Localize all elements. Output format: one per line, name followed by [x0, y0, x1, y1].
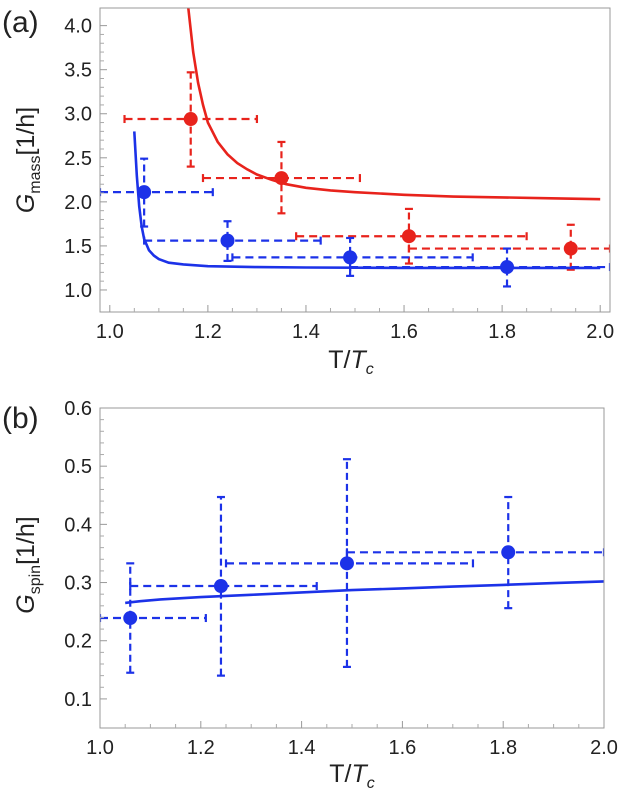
y-tick-label: 0.3 — [64, 573, 92, 595]
panel-b-spin: (b) 1.0 1.2 1.4 1.6 1.8 2.0 0.10.20.30.40.50.… — [2, 398, 618, 792]
panel-b-y-ticks: 0.1 0.2 0.3 0.4 0.5 0.6 — [64, 398, 107, 711]
panel-b-y-axis-label: Gspin[1/h] — [12, 516, 44, 613]
x-tick-label: 1.2 — [194, 321, 222, 343]
series-blue-point — [501, 545, 516, 560]
series-red-point — [401, 229, 416, 244]
panel-a-mass: (a) 1.0 1.2 1.4 1.6 1.8 2.0 1.0 1.5 2.0 2.5 3.0 3.… — [2, 6, 614, 378]
y-tick-label: 1.0 — [64, 280, 92, 302]
series-blue-point — [123, 611, 138, 626]
x-tick-label: 1.0 — [96, 321, 124, 343]
series-red-point — [563, 241, 578, 256]
x-tick-label: 1.8 — [488, 321, 516, 343]
panel-a-x-axis-label: T/Tc — [328, 346, 374, 378]
panel-b-label: (b) — [2, 402, 39, 435]
panel-a-x-axis-label-main: T/ — [328, 346, 350, 374]
x-tick-label: 1.6 — [390, 321, 418, 343]
x-tick-label: 1.4 — [288, 737, 316, 759]
panel-b-y-axis-label-sub: spin — [27, 565, 44, 594]
panel-a-y-axis-label: Gmass[1/h] — [12, 107, 44, 213]
panel-a-series-group — [100, 8, 610, 288]
series-blue-point — [343, 250, 358, 265]
y-tick-label: 0.4 — [64, 514, 92, 536]
panel-a-y-axis-label-sub: mass — [27, 155, 44, 193]
series-blue-point — [213, 579, 228, 594]
panel-b-series-group — [100, 458, 604, 677]
x-tick-label: 2.0 — [586, 321, 614, 343]
series-blue-curve — [125, 580, 604, 605]
panel-b-x-axis-label-italic: T — [351, 760, 368, 788]
y-tick-label: 1.5 — [64, 236, 92, 258]
series-red-point — [183, 112, 198, 127]
series-blue-point — [339, 556, 354, 571]
x-tick-label: 1.2 — [187, 737, 215, 759]
y-tick-label: 0.2 — [64, 631, 92, 653]
series-blue-curve — [133, 131, 601, 270]
y-tick-label: 0.6 — [64, 398, 92, 420]
series-blue-point — [220, 233, 235, 248]
y-tick-label: 0.1 — [64, 689, 92, 711]
panel-a-plot-area — [100, 8, 610, 288]
x-tick-label: 1.8 — [489, 737, 517, 759]
x-tick-label: 1.0 — [86, 737, 114, 759]
y-tick-label: 3.0 — [64, 104, 92, 126]
y-tick-label: 3.5 — [64, 60, 92, 82]
panel-b-x-axis-label-main: T/ — [329, 760, 351, 788]
series-red-curve — [187, 8, 601, 201]
panel-a-x-axis-label-sub: c — [366, 361, 374, 378]
panel-a-y-axis-label-unit: [1/h] — [12, 107, 40, 156]
panel-b-y-axis-label-unit: [1/h] — [12, 516, 40, 565]
x-tick-label: 1.6 — [388, 737, 416, 759]
panel-a-y-ticks: 1.0 1.5 2.0 2.5 3.0 3.5 4.0 — [64, 16, 107, 302]
panel-b-x-ticks: 1.0 1.2 1.4 1.6 1.8 2.0 — [86, 721, 618, 759]
series-red-point — [274, 171, 289, 186]
y-tick-label: 0.5 — [64, 456, 92, 478]
panel-b-x-axis-label: T/Tc — [329, 760, 375, 792]
panel-a-label: (a) — [2, 6, 39, 39]
panel-b-x-axis-label-sub: c — [367, 775, 375, 792]
panel-b-y-axis-label-main: G — [12, 594, 40, 613]
panel-a-x-axis-label-italic: T — [350, 346, 367, 374]
panel-a-x-ticks: 1.0 1.2 1.4 1.6 1.8 2.0 — [96, 305, 614, 343]
x-tick-label: 1.4 — [292, 321, 320, 343]
x-tick-label: 2.0 — [590, 737, 618, 759]
y-tick-label: 4.0 — [64, 16, 92, 38]
panel-b-plot-area — [100, 458, 604, 677]
series-blue-point — [137, 185, 152, 200]
y-tick-label: 2.0 — [64, 192, 92, 214]
series-blue-point — [500, 260, 515, 275]
y-tick-label: 2.5 — [64, 148, 92, 170]
panel-a-y-axis-label-main: G — [12, 194, 40, 213]
